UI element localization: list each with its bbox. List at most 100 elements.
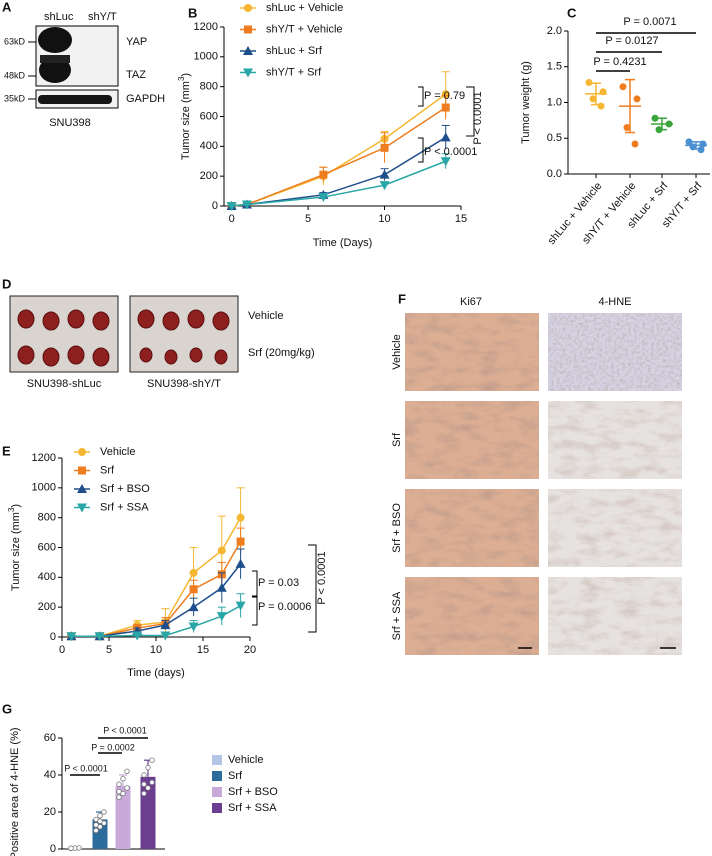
data-point [619, 83, 627, 91]
p-value: P = 0.0071 [623, 16, 676, 28]
x-tick-label: 20 [244, 644, 256, 656]
legend-label: Srf + BSO [228, 786, 278, 798]
blot-band [39, 57, 71, 83]
data-point [597, 102, 605, 110]
legend-label: Srf + BSO [100, 483, 150, 495]
tumor [187, 309, 205, 329]
bracket [418, 86, 424, 107]
protein-label: TAZ [126, 69, 146, 81]
data-point [149, 779, 155, 786]
y-tick-label: 0.0 [547, 168, 562, 180]
marker [160, 631, 171, 641]
data-point [145, 785, 151, 791]
data-point [93, 827, 99, 834]
data-point [651, 114, 659, 122]
treatment-label: Srf + SSA [391, 591, 403, 640]
marker [226, 202, 237, 211]
p-value: P = 0.0006 [258, 601, 311, 613]
legend-label: shY/T + Vehicle [266, 23, 343, 35]
legend-swatch [212, 755, 222, 765]
tumor [189, 347, 203, 363]
tumor [67, 345, 85, 365]
data-point [145, 764, 151, 771]
data-point [68, 845, 74, 851]
marker [441, 103, 450, 112]
p-value: P < 0.0001 [472, 91, 484, 144]
group-label: SNU398-shY/T [147, 378, 221, 390]
y-tick-label: 800 [200, 81, 218, 93]
series-line [231, 136, 447, 207]
protein-label: YAP [126, 36, 147, 48]
tumor [67, 309, 85, 329]
y-tick-label: 400 [200, 140, 218, 152]
tumor [214, 349, 228, 365]
y-tick-label: 40 [44, 769, 56, 781]
x-tick-label: 15 [197, 644, 209, 656]
tumor [92, 311, 110, 331]
ihc-texture [405, 313, 539, 391]
y-tick-label: 1000 [32, 482, 56, 494]
panel-letter: C [567, 5, 577, 20]
legend-swatch [212, 787, 222, 797]
legend-label: Srf [228, 770, 243, 782]
ihc-texture [548, 401, 682, 479]
marker [380, 143, 389, 152]
data-point [589, 95, 597, 103]
mw-marker: 35kD [4, 93, 26, 103]
legend-label: shLuc + Vehicle [266, 2, 343, 14]
data-point [623, 124, 631, 132]
marker [441, 90, 450, 99]
panel-letter: F [398, 291, 406, 306]
panel-letter: A [2, 0, 12, 14]
legend-marker [77, 503, 87, 513]
bracket [252, 596, 258, 626]
panel-letter: E [2, 443, 11, 458]
marker [236, 537, 245, 546]
y-label-part: 3 [7, 507, 16, 512]
marker [160, 620, 171, 630]
legend-marker [78, 448, 86, 456]
x-tick-label: 5 [106, 644, 112, 656]
legend-label: Vehicle [228, 754, 263, 766]
y-label-part: ) [10, 504, 22, 508]
p-value: P < 0.0001 [424, 146, 477, 158]
marker [318, 193, 329, 203]
tumor [212, 311, 230, 331]
y-label-part: ) [180, 73, 192, 77]
marker [379, 181, 390, 191]
row-label: Vehicle [248, 310, 283, 322]
series-line [71, 605, 241, 638]
marker [379, 169, 390, 179]
y-tick-label: 0 [50, 843, 56, 855]
p-value: P < 0.0001 [103, 725, 147, 735]
y-tick-label: 800 [38, 512, 56, 524]
legend-marker [244, 4, 252, 12]
legend-label: Srf + SSA [228, 802, 277, 814]
y-tick-label: 1.0 [547, 96, 562, 108]
data-point [141, 781, 147, 787]
data-point [76, 845, 82, 851]
lane-label: shY/T [88, 11, 117, 23]
data-point [631, 140, 639, 148]
data-point [93, 822, 99, 828]
row-label: Srf (20mg/kg) [248, 347, 315, 359]
y-tick-label: 60 [44, 732, 56, 744]
treatment-label: Srf + BSO [391, 503, 403, 553]
legend-marker [244, 25, 252, 34]
marker [440, 157, 451, 167]
marker [189, 568, 198, 577]
blot-band [38, 95, 112, 104]
p-value: P = 0.4231 [593, 56, 646, 68]
data-point [141, 790, 147, 797]
tumor [164, 349, 178, 365]
ihc-texture [405, 577, 539, 655]
legend-swatch [212, 771, 222, 781]
marker [235, 558, 246, 568]
stain-label: 4-HNE [598, 296, 631, 308]
y-label-part: Tumor size (mm [180, 81, 192, 160]
blot-band [40, 55, 70, 63]
y-tick-label: 0.5 [547, 132, 562, 144]
ihc-texture [405, 489, 539, 567]
data-point [585, 78, 593, 86]
marker [241, 200, 252, 210]
